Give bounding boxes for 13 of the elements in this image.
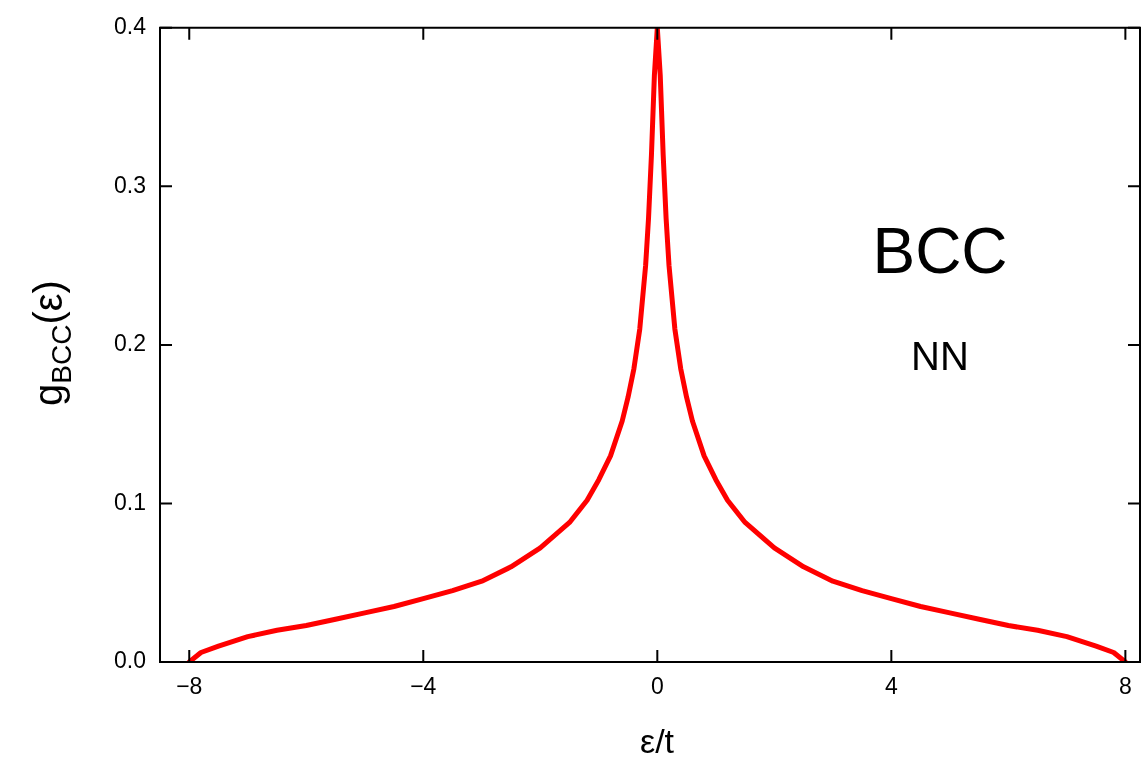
x-tick-label: −8 xyxy=(176,673,203,700)
y-tick-label: 0.2 xyxy=(114,330,146,357)
x-tick-label: 0 xyxy=(650,673,664,700)
annotation: BCC xyxy=(872,214,1008,288)
y-tick-label: 0.0 xyxy=(114,647,146,674)
annotation: NN xyxy=(911,334,969,379)
y-tick-label: 0.3 xyxy=(114,171,146,198)
x-tick-label: −4 xyxy=(410,673,437,700)
x-tick-label: 8 xyxy=(1118,673,1132,700)
x-tick-label: 4 xyxy=(884,673,898,700)
x-axis-title: ε/t xyxy=(639,722,675,761)
y-tick-label: 0.1 xyxy=(114,488,146,515)
y-tick-label: 0.4 xyxy=(114,13,147,40)
